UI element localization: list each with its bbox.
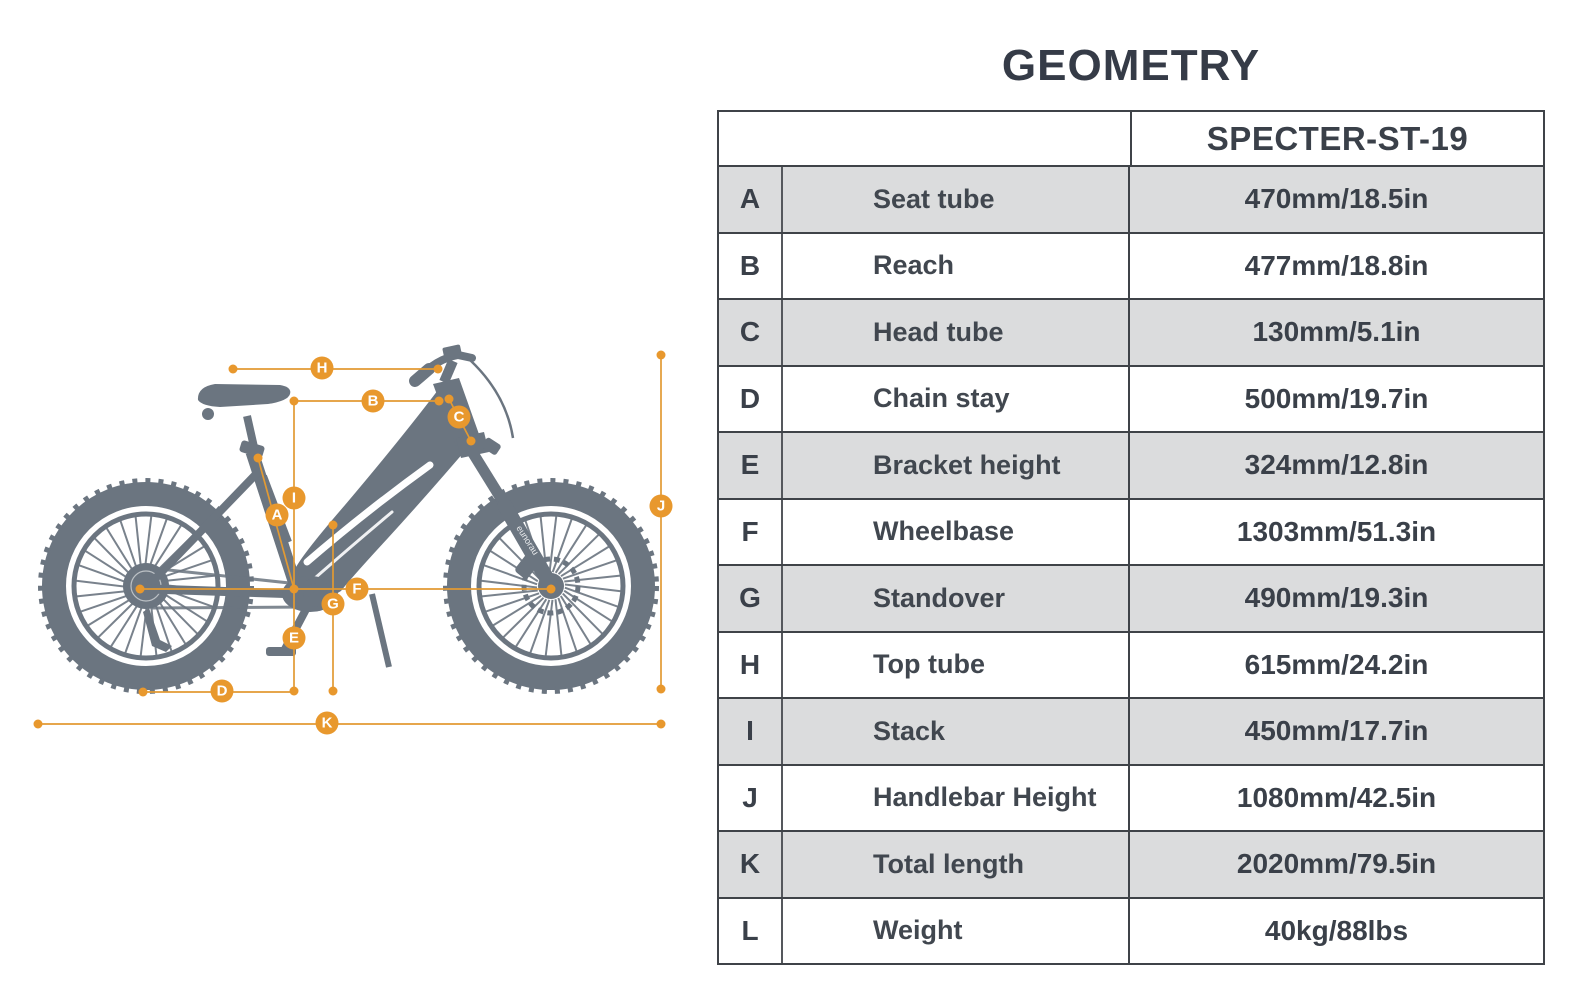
- row-label: Wheelbase: [783, 499, 1130, 564]
- table-row: F Wheelbase 1303mm/51.3in: [719, 497, 1543, 564]
- marker-b: B: [361, 389, 385, 413]
- cockpit: [409, 344, 515, 439]
- row-value: 130mm/5.1in: [1252, 316, 1421, 348]
- saddle-accessory: [202, 408, 214, 420]
- row-letter: F: [719, 499, 783, 564]
- stem: [439, 359, 458, 384]
- seat-clamp: [239, 440, 265, 458]
- row-value: 490mm/19.3in: [1244, 582, 1429, 614]
- marker-a: A: [265, 503, 289, 527]
- row-value: 324mm/12.8in: [1244, 449, 1429, 481]
- rear-derailleur: [143, 608, 172, 652]
- marker-i: I: [282, 486, 306, 510]
- marker-c: C: [447, 405, 471, 429]
- row-label: Reach: [783, 233, 1130, 298]
- row-value: 470mm/18.5in: [1244, 183, 1429, 215]
- page-title: GEOMETRY: [1001, 41, 1261, 90]
- row-letter: H: [719, 632, 783, 697]
- header-empty-cell: [719, 112, 1130, 165]
- row-label: Chain stay: [783, 366, 1130, 431]
- rear-spokes: [76, 516, 216, 656]
- marker-j: J: [649, 494, 673, 518]
- frame-accent-slot: [303, 461, 434, 566]
- table-header-row: SPECTER-ST-19: [719, 112, 1543, 165]
- row-letter: D: [719, 366, 783, 431]
- chain: [149, 566, 311, 610]
- marker-d: D: [210, 679, 234, 703]
- table-row: C Head tube 130mm/5.1in: [719, 298, 1543, 365]
- brake-cable: [469, 359, 515, 439]
- down-tube: [293, 385, 476, 600]
- row-letter: E: [719, 433, 783, 498]
- row-value: 1080mm/42.5in: [1236, 781, 1437, 813]
- row-label: Total length: [783, 832, 1130, 897]
- model-name: SPECTER-ST-19: [1130, 112, 1543, 165]
- marker-k: K: [315, 711, 339, 735]
- fork: eunorau: [456, 432, 558, 592]
- row-value: 477mm/18.8in: [1244, 249, 1429, 281]
- row-letter: G: [719, 566, 783, 631]
- left-grip: [409, 363, 435, 387]
- row-label: Top tube: [783, 632, 1130, 697]
- row-letter: J: [719, 765, 783, 830]
- row-label: Head tube: [783, 300, 1130, 365]
- table-row: H Top tube 615mm/24.2in: [719, 630, 1543, 697]
- brake-caliper: [515, 551, 541, 579]
- row-letter: C: [719, 300, 783, 365]
- table-row: E Bracket height 324mm/12.8in: [719, 431, 1543, 498]
- row-letter: B: [719, 233, 783, 298]
- row-value: 40kg/88lbs: [1264, 914, 1409, 946]
- table-row: K Total length 2020mm/79.5in: [719, 830, 1543, 897]
- row-label: Weight: [783, 898, 1130, 963]
- headlight: [482, 437, 501, 455]
- table-row: G Standover 490mm/19.3in: [719, 564, 1543, 631]
- row-label: Bracket height: [783, 433, 1130, 498]
- saddle: [197, 384, 291, 407]
- front-rotor: [521, 556, 581, 616]
- row-label: Seat tube: [783, 167, 1130, 232]
- row-letter: K: [719, 832, 783, 897]
- table-row: A Seat tube 470mm/18.5in: [719, 165, 1543, 232]
- row-value: 500mm/19.7in: [1244, 382, 1429, 414]
- row-value: 2020mm/79.5in: [1236, 848, 1437, 880]
- marker-g: G: [321, 592, 345, 616]
- row-value: 1303mm/51.3in: [1236, 515, 1437, 547]
- geometry-table: SPECTER-ST-19 A Seat tube 470mm/18.5in B…: [717, 110, 1545, 965]
- frame-accent-slot-2: [313, 510, 394, 580]
- row-label: Handlebar Height: [783, 765, 1130, 830]
- table-row: D Chain stay 500mm/19.7in: [719, 364, 1543, 431]
- row-letter: A: [719, 167, 783, 232]
- table-row: B Reach 477mm/18.8in: [719, 231, 1543, 298]
- bike-silhouette: eunorau: [38, 344, 659, 694]
- dim-endpoint-dots: [33, 350, 666, 729]
- marker-e: E: [282, 626, 306, 650]
- kickstand: [369, 593, 392, 668]
- table-row: L Weight 40kg/88lbs: [719, 896, 1543, 963]
- table-row: I Stack 450mm/17.7in: [719, 697, 1543, 764]
- marker-f: F: [345, 577, 369, 601]
- pedal: [266, 647, 296, 656]
- row-letter: I: [719, 699, 783, 764]
- row-label: Standover: [783, 566, 1130, 631]
- row-label: Stack: [783, 699, 1130, 764]
- row-letter: L: [719, 898, 783, 963]
- display: [442, 344, 462, 358]
- row-value: 450mm/17.7in: [1244, 715, 1429, 747]
- rear-wheel: [38, 478, 254, 694]
- saddle-assembly: [197, 384, 291, 458]
- fork-lower: [497, 498, 558, 592]
- marker-h: H: [310, 356, 334, 380]
- row-value: 615mm/24.2in: [1244, 648, 1429, 680]
- table-row: J Handlebar Height 1080mm/42.5in: [719, 763, 1543, 830]
- seat-stay: [147, 467, 263, 587]
- front-wheel: [443, 478, 659, 694]
